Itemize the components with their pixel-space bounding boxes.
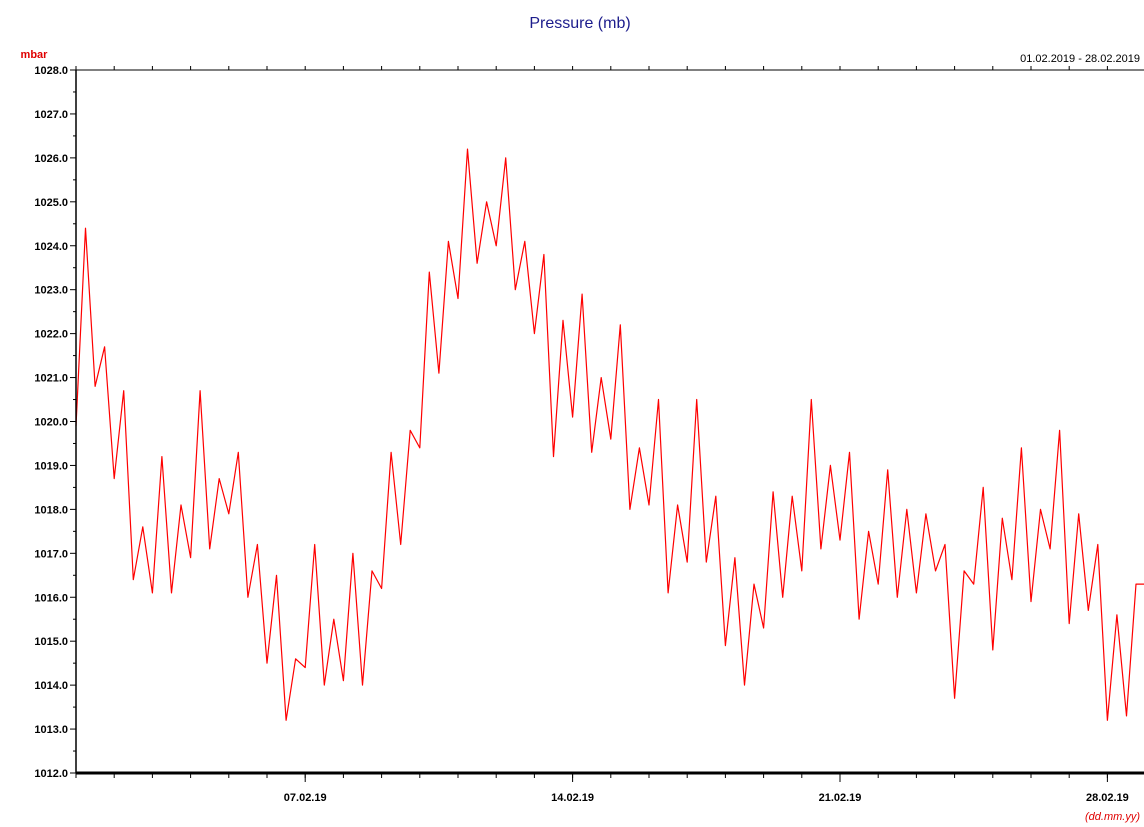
x-axis-format-label: (dd.mm.yy) [1085, 811, 1140, 823]
y-tick-label: 1018.0 [34, 504, 68, 516]
pressure-series-line [75, 148, 1144, 721]
y-tick-label: 1013.0 [34, 724, 68, 736]
y-tick-label: 1023.0 [34, 285, 68, 297]
y-tick-label: 1014.0 [34, 680, 68, 692]
y-tick-label: 1020.0 [34, 417, 68, 429]
y-tick-label: 1021.0 [34, 373, 68, 385]
y-tick-label: 1019.0 [34, 460, 68, 472]
y-axis: 1028.0 1027.0 1026.0 1025.0 1024.0 1023.0 1022… [34, 65, 76, 780]
y-tick-label: 1027.0 [34, 109, 68, 121]
y-tick-label: 1016.0 [34, 592, 68, 604]
x-tick-label: 21.02.19 [819, 792, 862, 804]
series-layer [75, 148, 1144, 721]
y-tick-label: 1025.0 [34, 197, 68, 209]
y-tick-label: 1015.0 [34, 636, 68, 648]
y-tick-label: 1026.0 [34, 153, 68, 165]
y-tick-label: 1012.0 [34, 768, 68, 780]
y-axis-unit-label: mbar [21, 49, 49, 61]
x-tick-label: 28.02.19 [1086, 792, 1129, 804]
y-tick-label: 1024.0 [34, 241, 68, 253]
y-tick-label: 1017.0 [34, 548, 68, 560]
x-tick-label: 14.02.19 [551, 792, 594, 804]
date-range-label: 01.02.2019 - 28.02.2019 [1020, 53, 1140, 65]
y-tick-label: 1028.0 [34, 65, 68, 77]
x-tick-label: 07.02.19 [284, 792, 327, 804]
y-tick-label: 1022.0 [34, 329, 68, 341]
chart-title: Pressure (mb) [529, 15, 630, 32]
